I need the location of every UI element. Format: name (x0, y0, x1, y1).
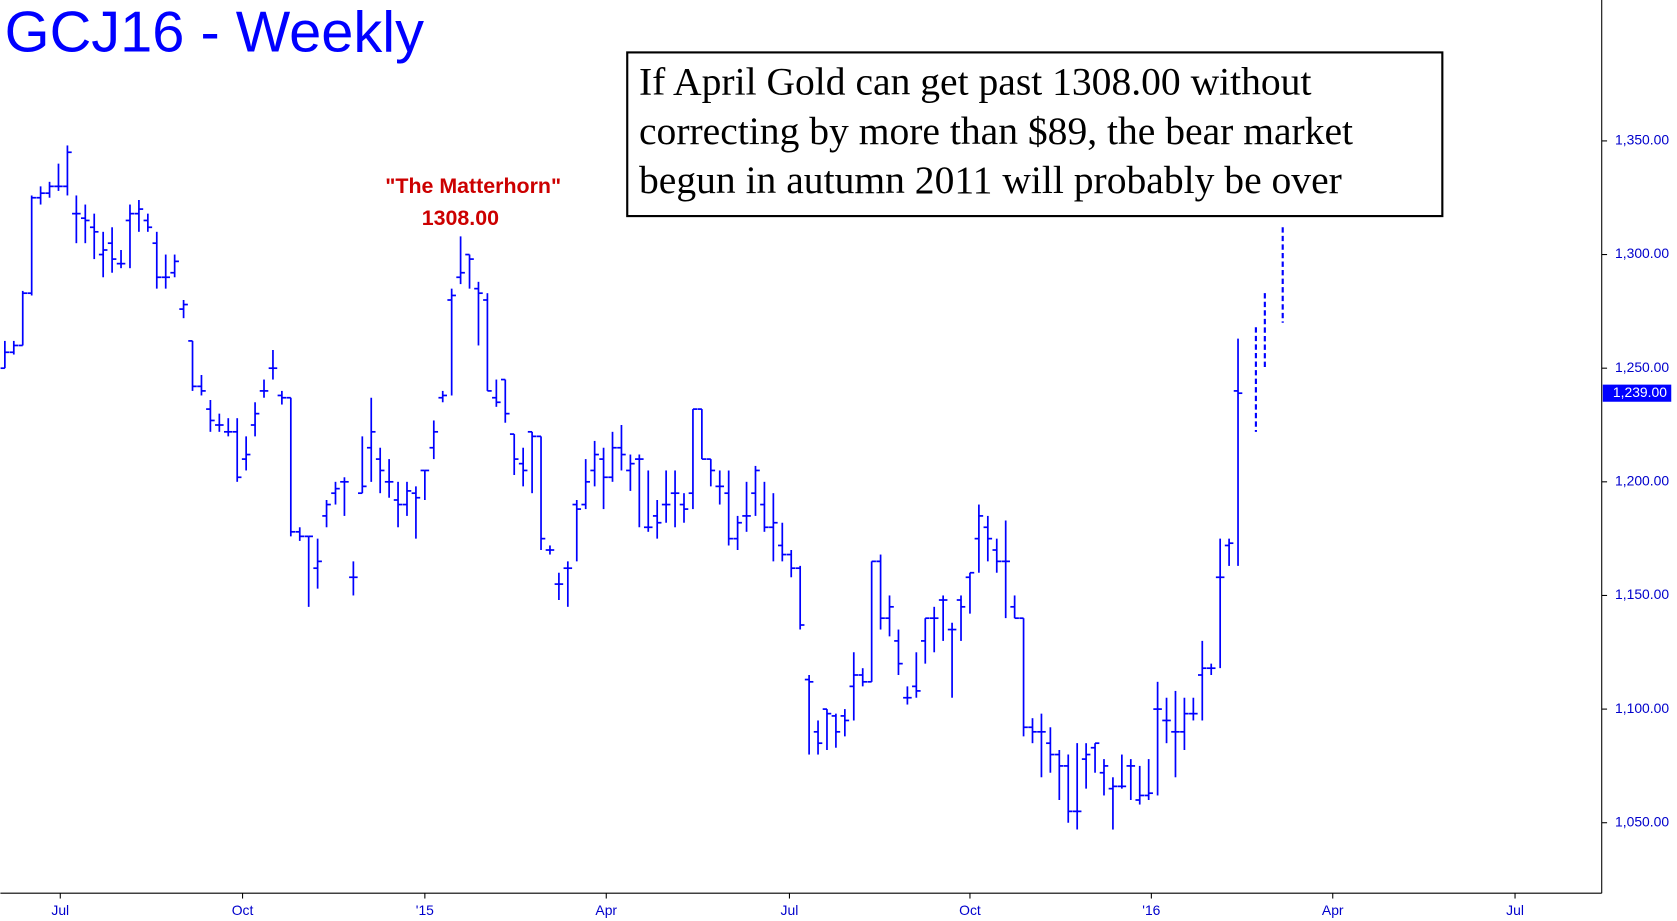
peak-label: "The Matterhorn" (385, 174, 561, 198)
annotation-line: If April Gold can get past 1308.00 witho… (639, 60, 1311, 104)
x-tick-label: Oct (959, 902, 981, 918)
y-tick-label: 1,050.00 (1615, 813, 1669, 829)
x-tick-label: Jul (51, 902, 69, 918)
annotation-box (626, 51, 1444, 218)
x-tick-label: '16 (1142, 902, 1160, 918)
y-tick-label: 1,350.00 (1615, 132, 1669, 148)
x-tick-label: Jul (781, 902, 799, 918)
x-tick-label: Jul (1506, 902, 1524, 918)
last-price-label: 1,239.00 (1613, 384, 1667, 400)
x-tick-label: Oct (232, 902, 254, 918)
y-tick-label: 1,200.00 (1615, 472, 1669, 488)
y-tick-label: 1,100.00 (1615, 700, 1669, 716)
annotation-line: correcting by more than $89, the bear ma… (639, 109, 1353, 153)
x-tick-label: '15 (416, 902, 434, 918)
x-tick-label: Apr (595, 902, 617, 918)
chart-title: GCJ16 - Weekly (5, 1, 424, 65)
x-tick-label: Apr (1322, 902, 1344, 918)
last-price-box (1602, 384, 1672, 402)
y-tick-label: 1,150.00 (1615, 586, 1669, 602)
peak-value-label: 1308.00 (422, 206, 499, 230)
y-tick-label: 1,250.00 (1615, 359, 1669, 375)
annotation-line: begun in autumn 2011 will probably be ov… (639, 158, 1342, 202)
y-tick-label: 1,300.00 (1615, 245, 1669, 261)
